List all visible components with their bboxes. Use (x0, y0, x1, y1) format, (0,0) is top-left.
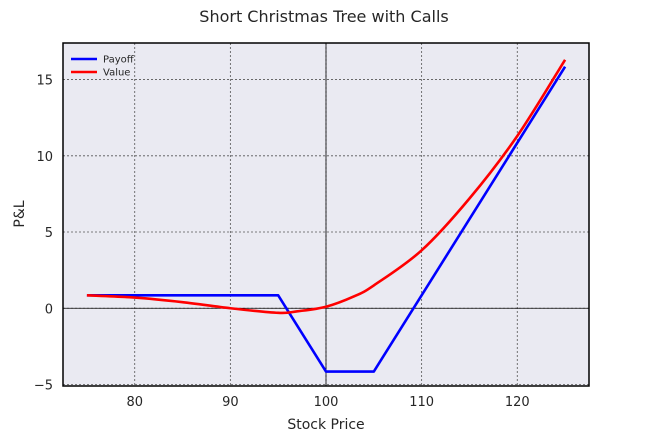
y-tick-label: 5 (45, 226, 53, 241)
legend-label-value: Value (103, 68, 130, 79)
y-tick-label: 10 (36, 150, 53, 165)
legend: Payoff Value (71, 55, 135, 79)
y-tick-label: −5 (34, 378, 53, 393)
zero-lines (63, 43, 589, 386)
chart-title: Short Christmas Tree with Calls (199, 7, 448, 26)
series-layer (86, 59, 567, 373)
y-axis: −5 0 5 10 15 (34, 74, 53, 394)
x-tick-label: 120 (505, 395, 530, 410)
y-tick-label: 0 (45, 302, 53, 317)
x-axis-label: Stock Price (287, 417, 364, 433)
legend-label-payoff: Payoff (103, 55, 135, 66)
x-tick-label: 90 (222, 395, 239, 410)
series-value-line (86, 59, 567, 315)
x-axis: 80 90 100 110 120 (126, 395, 529, 410)
x-tick-label: 80 (126, 395, 143, 410)
plot-frame (62, 42, 590, 387)
y-tick-label: 15 (36, 74, 53, 89)
x-tick-label: 110 (409, 395, 434, 410)
x-tick-label: 100 (314, 395, 339, 410)
series-payoff-line (86, 65, 567, 373)
y-axis-label: P&L (12, 200, 28, 227)
